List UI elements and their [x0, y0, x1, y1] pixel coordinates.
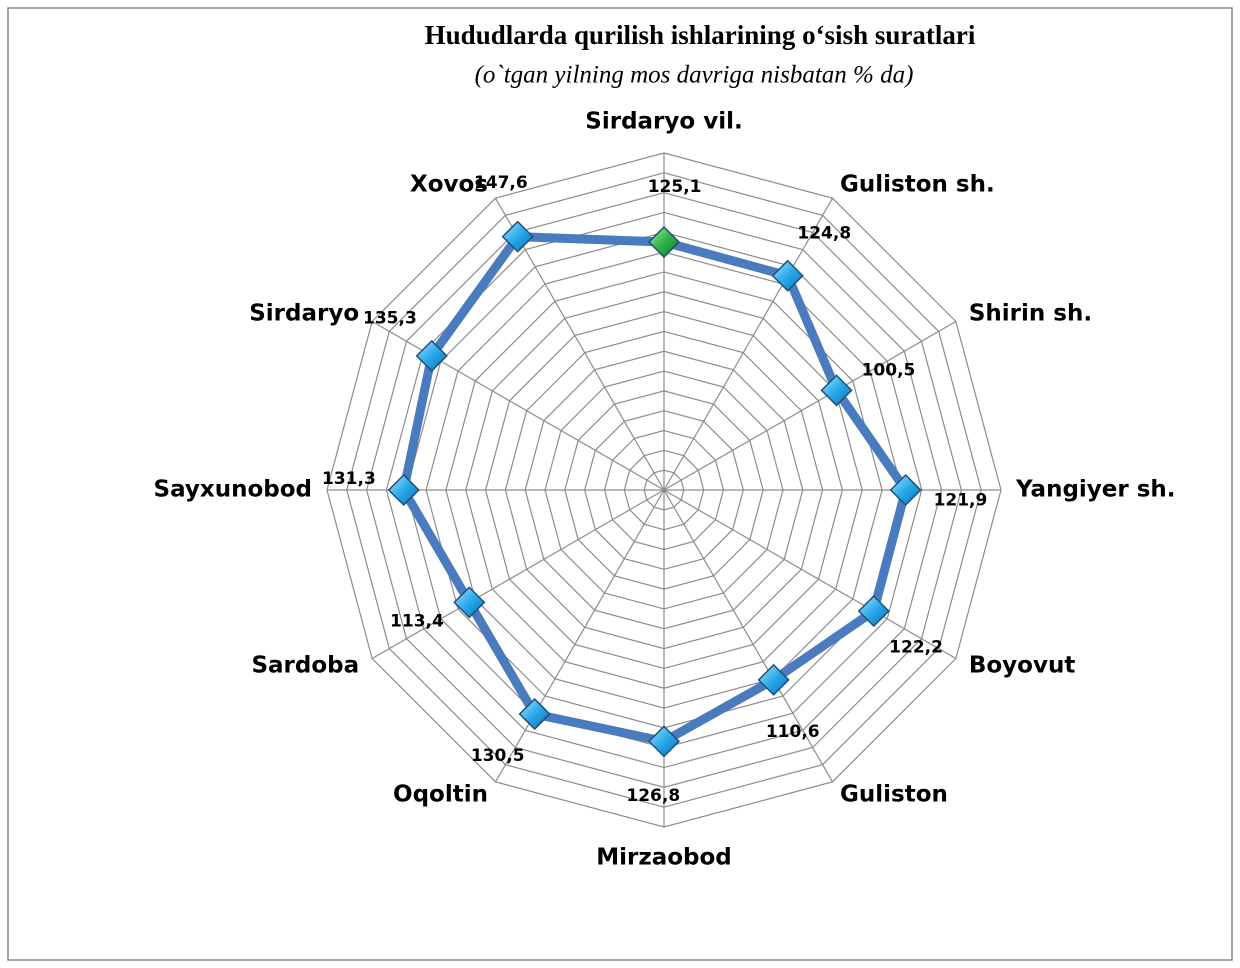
category-label: Guliston: [840, 781, 948, 807]
data-label: 126,8: [626, 786, 680, 806]
category-label: Mirzaobod: [596, 845, 732, 871]
spoke: [371, 320, 665, 491]
data-marker: [387, 473, 420, 507]
data-marker: [501, 220, 534, 253]
data-label: 110,6: [766, 722, 820, 742]
data-marker: [820, 374, 853, 407]
chart-subtitle: (o`tgan yilning mos davriga nisbatan % d…: [475, 62, 914, 89]
category-label: Sardoba: [251, 653, 359, 679]
data-marker: [453, 586, 486, 619]
category-label: Sirdaryo: [249, 301, 359, 327]
category-label: Yangiyer sh.: [1015, 477, 1176, 503]
category-label: Guliston sh.: [840, 172, 995, 198]
data-marker: [857, 595, 890, 628]
category-label: Shirin sh.: [969, 301, 1092, 327]
data-marker: [647, 725, 681, 758]
data-marker: [757, 663, 790, 696]
data-label: 130,5: [471, 746, 525, 766]
data-marker: [518, 697, 551, 731]
data-label: 131,3: [322, 469, 376, 489]
category-label: Sirdaryo vil.: [585, 109, 742, 135]
data-marker: [889, 473, 922, 507]
category-label: Xovos: [410, 172, 488, 198]
spoke: [663, 320, 957, 491]
data-label: 147,6: [474, 173, 528, 193]
data-label: 135,3: [363, 309, 417, 329]
category-label: Boyovut: [969, 653, 1076, 679]
chart-frame: [7, 7, 1233, 961]
spoke: [663, 489, 834, 783]
spoke: [494, 489, 665, 783]
data-label: 121,9: [934, 490, 988, 510]
data-label: 124,8: [797, 224, 851, 244]
spoke: [663, 197, 834, 491]
data-label: 100,5: [862, 361, 916, 381]
spoke: [371, 489, 665, 660]
data-label: 113,4: [390, 611, 444, 631]
data-marker: [771, 259, 804, 292]
data-label: 125,1: [648, 177, 702, 197]
chart-title: Hududlarda qurilish ishlarining oʻsish s…: [425, 20, 976, 50]
category-label: Sayxunobod: [154, 477, 312, 503]
data-marker: [415, 339, 448, 372]
data-marker: [647, 225, 681, 259]
data-label: 122,2: [889, 638, 943, 658]
spoke: [494, 197, 665, 491]
category-label: Oqoltin: [393, 781, 488, 807]
spoke: [663, 489, 957, 660]
